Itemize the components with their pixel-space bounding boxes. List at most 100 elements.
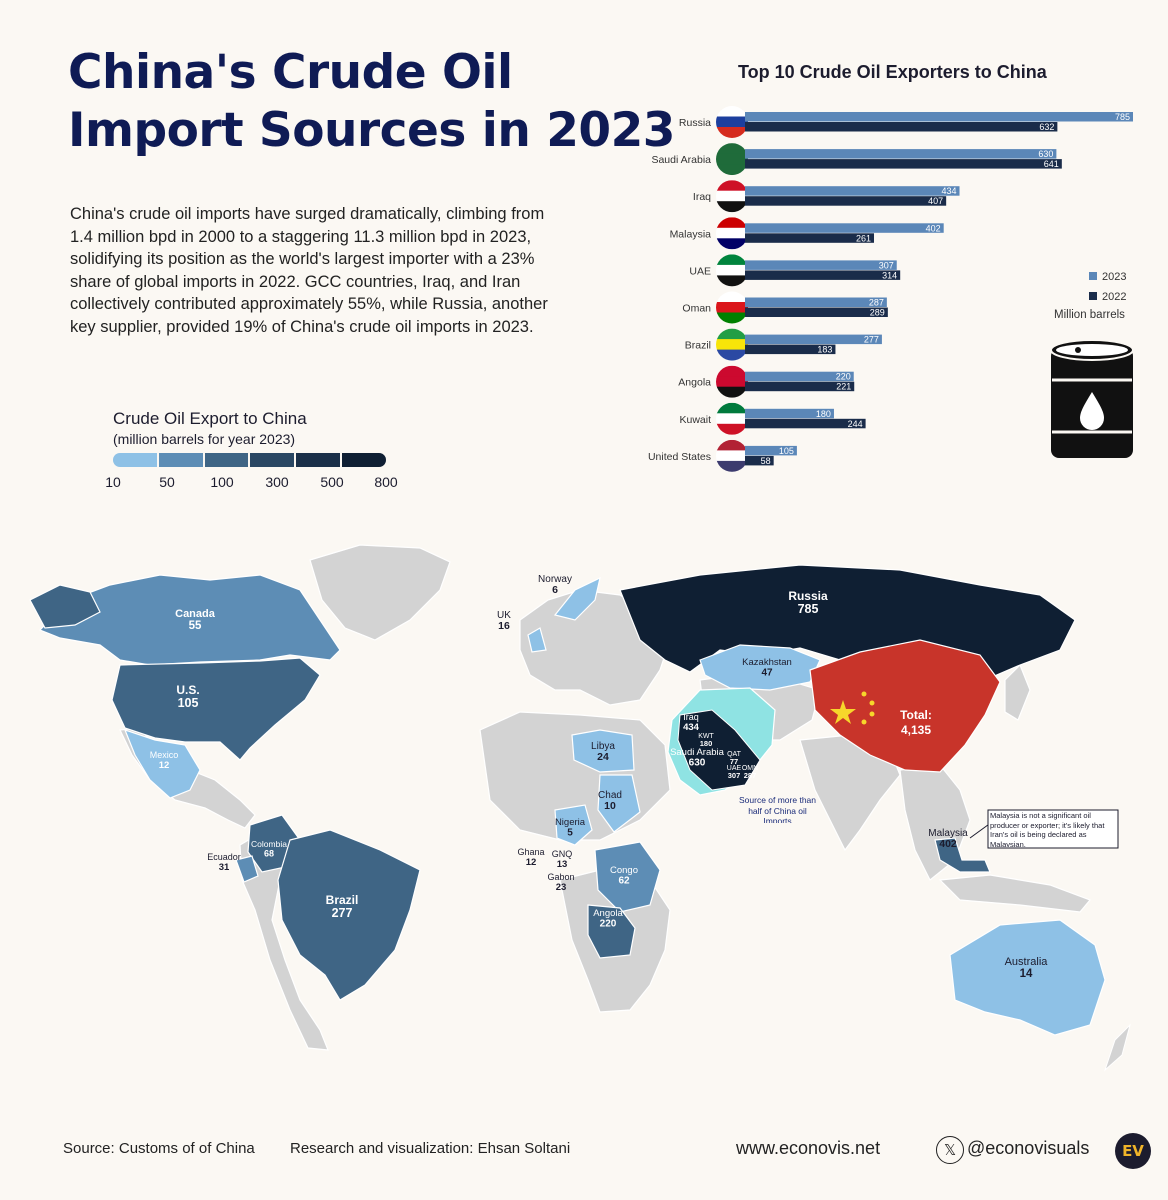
map-country-value: 77 bbox=[730, 757, 738, 766]
indonesia-shape bbox=[938, 874, 1092, 913]
bar-2022 bbox=[745, 196, 947, 206]
bar-2022-value: 641 bbox=[1044, 159, 1059, 169]
map-country-name: Ghana bbox=[517, 847, 544, 857]
bar-2023 bbox=[745, 149, 1057, 159]
map-country-value: 277 bbox=[332, 906, 353, 920]
malaysia-shape bbox=[934, 837, 991, 873]
gulf-note-container: Source of more than half of China oil Im… bbox=[738, 795, 816, 823]
bar-2023 bbox=[745, 260, 897, 270]
bar-category-label: Angola bbox=[678, 377, 711, 389]
map-country-value: 630 bbox=[689, 758, 706, 769]
map-country-name: Gabon bbox=[547, 872, 574, 882]
nigeria-shape bbox=[554, 804, 593, 846]
usa-shape bbox=[111, 657, 321, 761]
map-country-value: 14 bbox=[1020, 968, 1033, 980]
map-country-name: GNQ bbox=[552, 849, 573, 859]
greenland-shape bbox=[309, 544, 451, 641]
map-country-name: Canada bbox=[175, 608, 216, 620]
scale-swatch bbox=[204, 453, 251, 467]
map-country-value: 16 bbox=[498, 620, 510, 632]
callout-text: Malaysia is not a significant oil produc… bbox=[990, 811, 1105, 847]
map-country-value: 12 bbox=[159, 760, 170, 771]
malaysia-callout: Malaysia is not a significant oil produc… bbox=[969, 809, 1119, 849]
ev-logo: EV bbox=[1115, 1133, 1151, 1169]
kazakhstan-shape bbox=[699, 644, 821, 691]
map-country-value: 307 bbox=[728, 771, 741, 780]
norway-shape bbox=[553, 576, 601, 621]
map-country-name: Chad bbox=[598, 790, 622, 801]
map-country-value: 62 bbox=[618, 876, 630, 887]
footer-website[interactable]: www.econovis.net bbox=[736, 1138, 881, 1158]
japan-shape bbox=[1004, 663, 1031, 721]
bar-2022-value: 407 bbox=[928, 196, 943, 206]
bar-2023-value: 180 bbox=[816, 409, 831, 419]
legend-swatch-2022 bbox=[1089, 292, 1097, 300]
flag-icon bbox=[716, 217, 748, 250]
bar-2023 bbox=[745, 371, 854, 382]
gulf-states-shape bbox=[677, 709, 761, 791]
bar-2022 bbox=[745, 233, 875, 243]
map-country-name: UAE bbox=[727, 765, 742, 772]
map-country-name: Mexico bbox=[150, 750, 179, 760]
legend-label-2022: 2022 bbox=[1102, 291, 1126, 303]
bar-category-label: UAE bbox=[689, 265, 711, 277]
flag-icon bbox=[716, 291, 748, 324]
bar-2022-value: 183 bbox=[817, 345, 832, 355]
angola-shape bbox=[587, 904, 636, 959]
map-country-name: Congo bbox=[610, 865, 638, 876]
map-country-name: UK bbox=[497, 610, 511, 621]
bar-2022-value: 289 bbox=[870, 308, 885, 318]
bar-2022 bbox=[745, 270, 901, 280]
flag-icon bbox=[716, 254, 748, 287]
map-country-name: Libya bbox=[591, 741, 615, 752]
flag-icon bbox=[716, 143, 748, 176]
legend-label-2023: 2023 bbox=[1102, 271, 1126, 283]
footer-source: Source: Customs of of China bbox=[63, 1140, 255, 1157]
bar-category-label: Oman bbox=[682, 303, 711, 315]
map-country-name: Ecuador bbox=[207, 852, 241, 862]
map-country-name: KWT bbox=[698, 733, 714, 740]
bar-2022-value: 221 bbox=[836, 382, 851, 392]
bar-2022 bbox=[745, 122, 1058, 132]
scale-tick-label: 50 bbox=[159, 474, 175, 490]
map-country-value: 13 bbox=[557, 859, 568, 870]
map-country-name: Angola bbox=[593, 908, 623, 919]
bar-2023-value: 434 bbox=[941, 186, 956, 196]
bar-2023 bbox=[745, 223, 944, 233]
gulf-note: Source of more than half of China oil Im… bbox=[738, 795, 816, 823]
flag-icon bbox=[716, 180, 748, 213]
bar-2023 bbox=[745, 408, 834, 419]
flag-icon bbox=[716, 365, 748, 398]
libya-shape bbox=[571, 729, 635, 773]
bar-2022 bbox=[745, 381, 855, 392]
new-zealand-shape bbox=[1103, 1023, 1131, 1072]
callout-text-container: Malaysia is not a significant oil produc… bbox=[990, 811, 1105, 847]
map-country-name: Kazakhstan bbox=[742, 657, 792, 668]
flag-icon bbox=[716, 328, 748, 361]
bar-2023-value: 105 bbox=[779, 446, 794, 456]
map-country-value: 402 bbox=[939, 838, 957, 850]
bar-category-label: Brazil bbox=[685, 340, 711, 352]
bar-2023 bbox=[745, 297, 887, 307]
map-country-value: 6 bbox=[552, 584, 558, 596]
bar-category-label: Russia bbox=[679, 117, 711, 129]
map-country-name: Russia bbox=[788, 589, 828, 603]
flag-icon bbox=[716, 402, 748, 435]
map-country-value: 23 bbox=[556, 882, 567, 893]
map-country-value: 785 bbox=[798, 602, 819, 616]
bar-2023-value: 402 bbox=[926, 223, 941, 233]
x-logo-icon[interactable]: 𝕏 bbox=[936, 1136, 964, 1164]
congo-shape bbox=[594, 841, 661, 913]
map-country-name: Saudi Arabia bbox=[670, 747, 725, 758]
scale-tick-label: 100 bbox=[210, 474, 234, 490]
scale-tick-label: 300 bbox=[265, 474, 289, 490]
bar-2023-value: 307 bbox=[879, 260, 894, 270]
footer-handle[interactable]: @econovisuals bbox=[967, 1138, 1090, 1158]
bar-category-label: United States bbox=[648, 451, 711, 463]
bar-category-label: Saudi Arabia bbox=[651, 154, 711, 166]
map-country-value: 220 bbox=[600, 919, 617, 930]
map-country-value: 434 bbox=[683, 722, 700, 733]
scale-swatch bbox=[296, 453, 343, 467]
